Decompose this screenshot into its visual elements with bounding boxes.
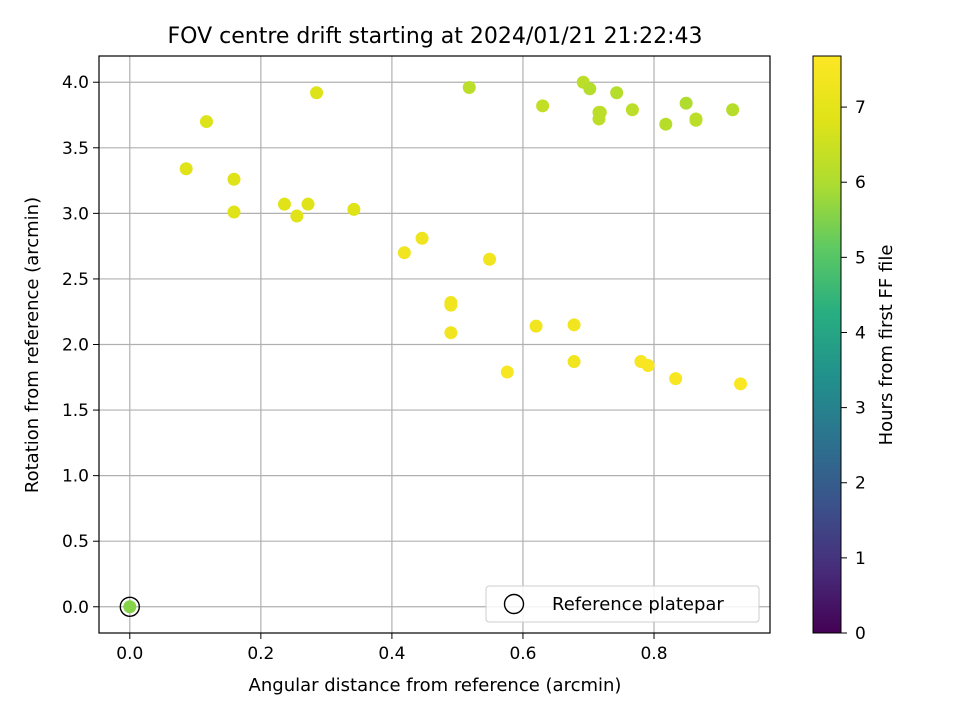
data-point: [500, 365, 514, 379]
data-point: [583, 82, 597, 96]
colorbar-tick-label: 7: [855, 98, 866, 118]
legend: Reference platepar: [485, 585, 760, 623]
data-point: [529, 319, 543, 333]
data-point: [301, 197, 315, 211]
data-point: [679, 96, 693, 110]
data-point: [310, 86, 324, 100]
colorbar: 0 1 2 3 4 5 6 7 Hours from first FF file: [812, 55, 897, 644]
data-point: [689, 113, 703, 127]
data-point: [641, 358, 655, 372]
y-tick-label: 0.5: [62, 532, 89, 552]
data-point: [227, 205, 241, 219]
data-point: [610, 86, 624, 100]
data-point: [199, 115, 213, 129]
y-tick-label: 4.0: [62, 73, 89, 93]
y-tick-label: 1.5: [62, 401, 89, 421]
chart-title: FOV centre drift starting at 2024/01/21 …: [168, 24, 703, 49]
data-point: [277, 197, 291, 211]
data-point: [593, 105, 607, 119]
data-point: [444, 326, 458, 340]
data-point: [397, 246, 411, 260]
colorbar-tick-label: 6: [855, 173, 866, 193]
x-axis-ticks: 0.0 0.2 0.4 0.6 0.8: [116, 633, 668, 664]
data-point: [734, 377, 748, 391]
data-point: [659, 117, 673, 131]
y-tick-label: 0.0: [62, 598, 89, 618]
colorbar-tick-label: 0: [855, 624, 866, 644]
y-tick-label: 1.0: [62, 467, 89, 487]
y-tick-label: 2.0: [62, 336, 89, 356]
legend-entry-reference-platepar: Reference platepar: [552, 594, 724, 615]
data-point: [483, 252, 497, 266]
y-tick-label: 2.5: [62, 270, 89, 290]
data-point: [536, 99, 550, 113]
data-points: [119, 75, 748, 617]
legend-box: [485, 585, 760, 623]
colorbar-tick-label: 4: [855, 323, 866, 343]
colorbar-tick-label: 2: [855, 474, 866, 494]
x-tick-label: 0.0: [116, 644, 143, 664]
colorbar-tick-label: 3: [855, 399, 866, 419]
colorbar-tick-label: 5: [855, 248, 866, 268]
data-point: [444, 298, 458, 312]
data-point: [123, 600, 137, 614]
x-tick-label: 0.6: [509, 644, 536, 664]
colorbar-tick-label: 1: [855, 549, 866, 569]
data-point: [567, 318, 581, 332]
data-point: [625, 103, 639, 117]
colorbar-label: Hours from first FF file: [876, 245, 897, 446]
x-axis-label: Angular distance from reference (arcmin): [249, 675, 622, 696]
data-point: [290, 209, 304, 223]
data-point: [567, 355, 581, 369]
y-axis-label: Rotation from reference (arcmin): [22, 197, 43, 493]
y-tick-label: 3.0: [62, 204, 89, 224]
data-point: [462, 80, 476, 94]
data-point: [347, 202, 361, 216]
colorbar-ticks: 0 1 2 3 4 5 6 7: [841, 98, 866, 644]
data-point: [227, 172, 241, 186]
reference-platepar-marker: [119, 596, 140, 617]
y-tick-label: 3.5: [62, 139, 89, 159]
x-tick-label: 0.4: [378, 644, 405, 664]
data-point: [415, 231, 429, 245]
legend-reference-marker: [503, 593, 525, 615]
grid-lines: [99, 56, 770, 633]
colorbar-gradient: [812, 55, 842, 634]
data-point: [726, 103, 740, 117]
x-tick-label: 0.8: [640, 644, 667, 664]
data-point: [179, 162, 193, 176]
data-point: [669, 372, 683, 386]
y-axis-ticks: 0.0 0.5 1.0 1.5 2.0 2.5 3.0 3.5 4.0: [62, 73, 99, 618]
x-tick-label: 0.2: [247, 644, 274, 664]
